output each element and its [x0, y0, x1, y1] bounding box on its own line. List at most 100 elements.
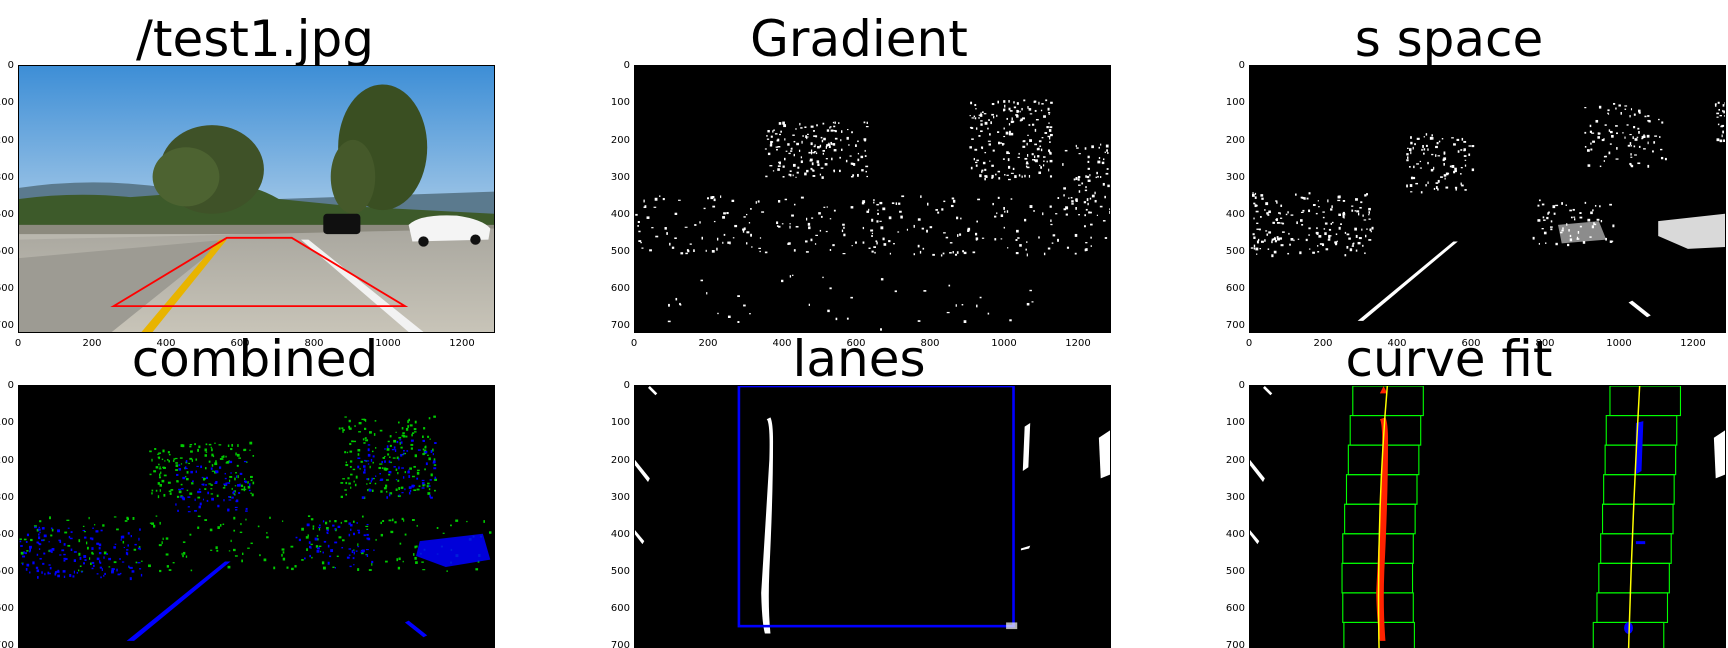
edge-pixel: [408, 469, 410, 471]
edge-pixel: [403, 449, 405, 452]
edge-pixel: [282, 551, 285, 554]
edge-pixel: [1460, 149, 1463, 151]
edge-pixel: [135, 561, 138, 564]
edge-pixel: [402, 560, 404, 563]
edge-pixel: [421, 482, 425, 485]
edge-pixel: [365, 554, 368, 556]
ytick-label: 200: [610, 135, 630, 146]
ytick-label: 500: [0, 246, 14, 257]
edge-pixel: [1423, 152, 1425, 155]
edge-pixel: [1026, 154, 1029, 157]
ytick-label: 400: [610, 209, 630, 220]
edge-pixel: [281, 553, 283, 557]
edge-pixel: [1036, 148, 1038, 151]
edge-pixel: [233, 490, 235, 493]
edge-pixel: [372, 461, 374, 464]
edge-pixel: [892, 243, 895, 245]
edge-pixel: [751, 246, 753, 248]
edge-pixel: [389, 444, 392, 447]
edge-pixel: [1410, 141, 1413, 145]
edge-pixel: [371, 560, 374, 564]
edge-pixel: [1463, 150, 1466, 152]
edge-pixel: [137, 562, 141, 564]
edge-pixel: [1016, 111, 1019, 113]
edge-pixel: [41, 539, 44, 542]
edge-pixel: [1254, 192, 1257, 195]
edge-pixel: [1008, 123, 1011, 126]
edge-pixel: [974, 103, 977, 107]
edge-pixel: [366, 483, 368, 485]
edge-pixel: [347, 477, 350, 480]
edge-pixel: [222, 487, 226, 489]
edge-pixel: [158, 468, 162, 470]
edge-pixel: [1455, 187, 1457, 191]
edge-pixel: [1318, 206, 1320, 208]
edge-pixel: [54, 571, 57, 574]
edge-pixel: [357, 531, 361, 534]
edge-pixel: [227, 482, 231, 484]
edge-pixel: [373, 433, 376, 436]
edge-pixel: [327, 544, 330, 548]
edge-pixel: [211, 470, 214, 472]
edge-pixel: [1006, 151, 1009, 155]
edge-pixel: [167, 481, 171, 484]
edge-pixel: [397, 472, 399, 475]
edge-pixel: [1658, 118, 1660, 121]
edge-pixel: [979, 174, 982, 178]
edge-pixel: [1029, 139, 1032, 142]
edge-pixel: [1075, 198, 1078, 200]
edge-pixel: [1599, 165, 1602, 168]
edge-pixel: [1317, 200, 1319, 202]
edge-pixel: [1026, 161, 1029, 164]
edge-pixel: [204, 467, 207, 470]
edge-pixel: [1343, 215, 1345, 219]
edge-pixel: [785, 150, 788, 152]
edge-pixel: [391, 448, 395, 451]
edge-pixel: [371, 477, 374, 481]
edge-pixel: [776, 139, 778, 142]
edge-pixel: [805, 251, 809, 253]
edge-pixel: [861, 169, 864, 172]
edge-pixel: [178, 468, 182, 471]
edge-pixel: [720, 195, 722, 198]
edge-pixel: [214, 470, 218, 473]
edge-pixel: [368, 569, 372, 571]
edge-pixel: [877, 212, 879, 215]
edge-pixel: [848, 144, 850, 146]
edge-pixel: [1634, 154, 1637, 156]
edge-pixel: [251, 493, 254, 497]
edge-pixel: [817, 163, 820, 167]
edge-pixel: [796, 142, 799, 146]
edge-pixel: [1048, 122, 1050, 124]
edge-pixel: [1276, 222, 1280, 224]
edge-pixel: [1049, 136, 1051, 140]
edge-pixel: [450, 524, 452, 527]
edge-pixel: [388, 460, 391, 464]
edge-pixel: [67, 527, 70, 529]
edge-pixel: [1043, 252, 1046, 256]
edge-pixel: [351, 550, 354, 554]
edge-pixel: [789, 223, 791, 225]
edge-pixel: [1346, 245, 1349, 249]
edge-pixel: [113, 546, 116, 549]
edge-pixel: [204, 477, 207, 480]
edge-pixel: [1057, 197, 1060, 199]
edge-pixel: [922, 247, 925, 250]
edge-pixel: [1267, 214, 1270, 216]
edge-pixel: [344, 520, 348, 523]
edge-pixel: [234, 494, 236, 496]
edge-pixel: [1442, 158, 1445, 162]
edge-pixel: [1094, 199, 1097, 203]
edge-pixel: [857, 152, 860, 155]
edge-pixel: [363, 418, 366, 421]
edge-pixel: [163, 466, 165, 470]
edge-pixel: [390, 530, 394, 534]
edge-pixel: [220, 458, 224, 460]
edge-pixel: [956, 251, 959, 254]
edge-pixel: [997, 170, 1001, 173]
edge-pixel: [408, 491, 411, 495]
edge-pixel: [186, 489, 189, 492]
edge-pixel: [957, 234, 959, 237]
edge-pixel: [680, 252, 684, 255]
edge-pixel: [1075, 199, 1078, 202]
